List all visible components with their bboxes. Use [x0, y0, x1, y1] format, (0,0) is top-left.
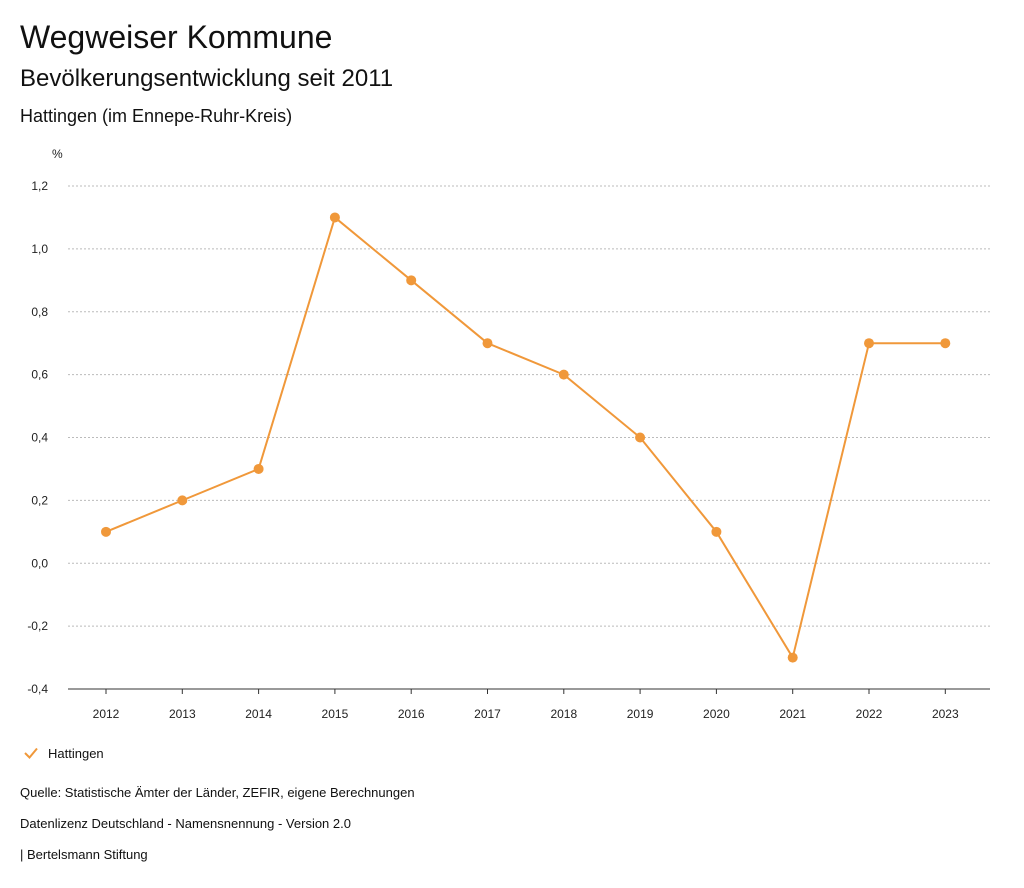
y-tick-label: 0,8	[31, 305, 48, 319]
data-point[interactable]	[558, 369, 569, 380]
x-tick-label: 2018	[550, 707, 577, 721]
x-tick-label: 2013	[169, 707, 196, 721]
y-tick-label: 0,2	[31, 493, 48, 507]
data-point[interactable]	[329, 212, 340, 223]
data-point[interactable]	[711, 526, 722, 537]
line-chart: %1,21,00,80,60,40,20,0-0,2-0,4 2012 2013 2…	[27, 147, 990, 721]
y-tick-label: 1,2	[31, 179, 48, 193]
series-layer	[101, 212, 951, 663]
y-tick-label: -0,4	[27, 682, 48, 696]
check-icon	[24, 747, 38, 759]
legend[interactable]: Hattingen	[22, 744, 104, 762]
x-tick-label: 2014	[245, 707, 272, 721]
x-tick-label: 2015	[322, 707, 349, 721]
x-tick-label: 2016	[398, 707, 425, 721]
data-point[interactable]	[482, 338, 493, 349]
y-tick-label: 0,6	[31, 368, 48, 382]
y-tick-label: -0,2	[27, 619, 48, 633]
x-tick-label: 2022	[856, 707, 883, 721]
source-note: Quelle: Statistische Ämter der Länder, Z…	[20, 785, 415, 800]
data-point[interactable]	[787, 652, 798, 663]
x-tick-label: 2019	[627, 707, 654, 721]
x-tick-label: 2021	[779, 707, 806, 721]
chart-place-label: Hattingen (im Ennepe-Ruhr-Kreis)	[20, 106, 293, 126]
x-tick-label: 2017	[474, 707, 501, 721]
grid-lines	[68, 185, 990, 690]
y-tick-label: 0,0	[31, 556, 48, 570]
data-point[interactable]	[406, 275, 417, 286]
x-tick-label: 2023	[932, 707, 959, 721]
publisher-note: | Bertelsmann Stiftung	[20, 847, 148, 862]
x-tick-label: 2012	[93, 707, 120, 721]
data-point[interactable]	[253, 463, 264, 474]
y-unit-label: %	[52, 147, 63, 161]
chart-title: Wegweiser Kommune	[20, 19, 333, 55]
license-note: Datenlizenz Deutschland - Namensnennung …	[20, 816, 351, 831]
y-tick-label: 1,0	[31, 242, 48, 256]
series-line-hattingen	[105, 216, 946, 659]
x-tick-label: 2020	[703, 707, 730, 721]
data-point[interactable]	[864, 338, 874, 349]
data-point[interactable]	[177, 495, 188, 506]
data-point[interactable]	[635, 432, 646, 443]
legend-label: Hattingen	[48, 745, 104, 761]
y-axis: % 1,2 1,0 0,8 0,6 0,4 0,2 0,0 -0,2 -0,4	[27, 147, 63, 696]
chart-subtitle: Bevölkerungsentwicklung seit 2011	[20, 65, 394, 92]
data-point[interactable]	[101, 526, 111, 537]
y-tick-label: 0,4	[31, 431, 48, 445]
x-axis: 2012 2013 2014 2015 2016 2017 2018 2019 2020 2021…	[68, 688, 990, 721]
data-point[interactable]	[940, 338, 951, 349]
